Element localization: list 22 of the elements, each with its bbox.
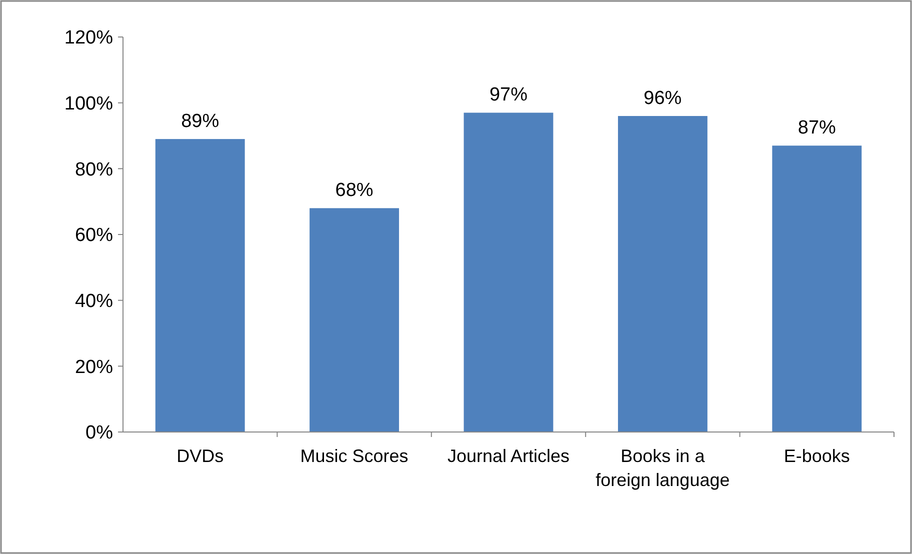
data-label: 68% — [335, 180, 374, 202]
y-tick-label: 60% — [74, 225, 114, 246]
data-label: 87% — [798, 118, 836, 139]
y-tick-label: 20% — [74, 356, 114, 378]
data-label: 97% — [489, 84, 528, 106]
y-tick-label: 120% — [64, 28, 114, 49]
x-tick-label: Music Scores — [300, 446, 408, 466]
bar — [155, 139, 245, 432]
y-tick-label: 100% — [64, 93, 114, 114]
x-tick-label: Books in a foreign language — [596, 446, 730, 490]
bar — [310, 208, 400, 432]
bar — [618, 116, 708, 432]
x-tick-label: DVDs — [176, 446, 224, 466]
bar — [772, 146, 862, 432]
data-label: 89% — [181, 111, 220, 132]
y-tick-label: 40% — [74, 290, 114, 312]
x-tick-label: Journal Articles — [447, 446, 570, 466]
y-tick-label: 80% — [74, 159, 114, 180]
y-tick-label: 0% — [86, 422, 114, 444]
bar — [464, 112, 554, 432]
x-tick-label: E-books — [784, 446, 850, 466]
data-label: 96% — [644, 88, 682, 109]
